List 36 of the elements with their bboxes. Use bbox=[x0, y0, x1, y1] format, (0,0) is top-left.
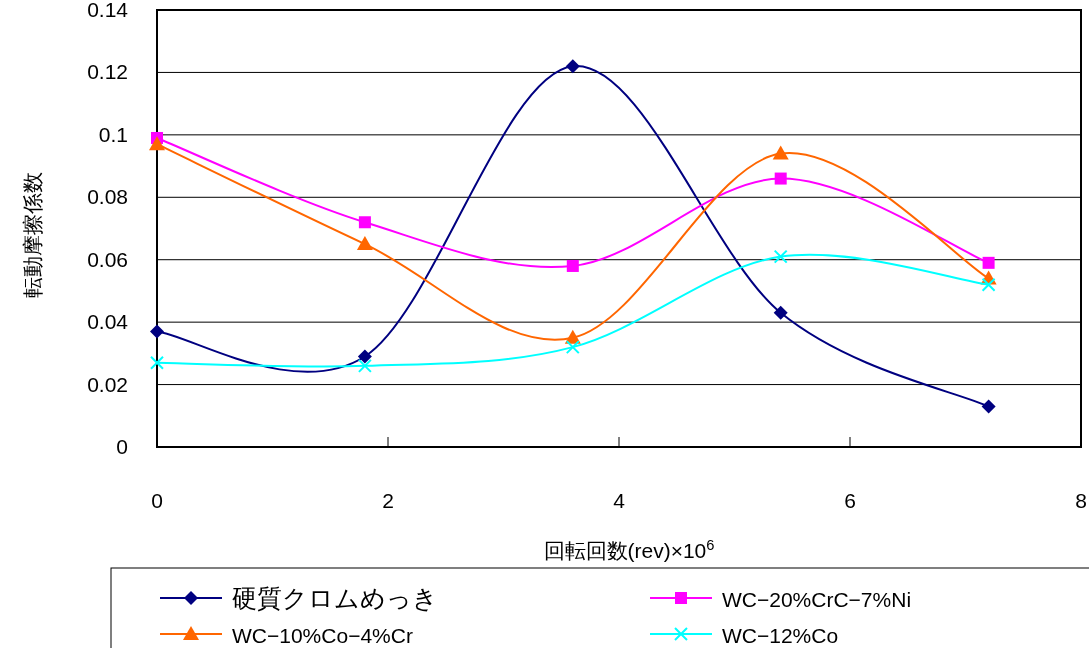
point bbox=[357, 358, 372, 373]
y-tick-label: 0.1 bbox=[98, 122, 128, 146]
y-axis-title: 転動摩擦係数 bbox=[21, 171, 44, 298]
point bbox=[356, 236, 373, 251]
x-tick-label: 4 bbox=[613, 489, 626, 512]
point bbox=[982, 256, 995, 269]
point bbox=[357, 349, 372, 364]
x-tick-label: 2 bbox=[382, 489, 394, 512]
point bbox=[772, 145, 789, 160]
x-axis-title: 回転回数(rev)×10$^{6}$ bbox=[543, 537, 715, 562]
legend-label: WC−10%Co−4%Cr bbox=[232, 624, 413, 647]
x-tick-label: 0 bbox=[151, 489, 163, 512]
point bbox=[358, 216, 371, 229]
legend-label: WC−20%CrC−7%Ni bbox=[722, 588, 912, 611]
point bbox=[774, 172, 787, 185]
point bbox=[149, 136, 165, 151]
point bbox=[773, 249, 788, 264]
y-tick-label: 0.02 bbox=[87, 372, 128, 396]
point bbox=[773, 305, 788, 320]
point bbox=[981, 399, 996, 414]
y-tick-label: 0.06 bbox=[87, 247, 128, 271]
x-tick-label: 6 bbox=[844, 489, 856, 512]
point bbox=[565, 59, 580, 74]
x-tick-label: 8 bbox=[1075, 489, 1087, 512]
y-tick-label: 0.04 bbox=[87, 310, 129, 334]
point bbox=[566, 259, 579, 272]
point bbox=[150, 355, 164, 370]
point bbox=[981, 277, 996, 292]
y-tick-label: 0.12 bbox=[87, 60, 128, 84]
y-tick-label: 0.08 bbox=[87, 185, 128, 209]
y-tick-label: 0.14 bbox=[87, 0, 129, 21]
legend-label: WC−12%Co bbox=[722, 624, 839, 647]
point bbox=[565, 340, 580, 355]
y-tick-label: 0 bbox=[116, 435, 128, 458]
legend-label: 硬質クロムめっき bbox=[232, 584, 438, 612]
point bbox=[150, 324, 164, 339]
